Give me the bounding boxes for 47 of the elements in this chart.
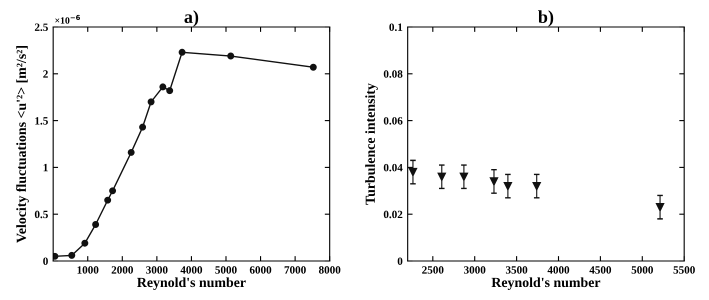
point (109, 187, 116, 194)
y-axis-title: Velocity fluctuations <u'²> [m²/s²] (16, 46, 29, 243)
x-tick-label: 3000 (464, 266, 486, 274)
point (68, 252, 76, 259)
point (139, 124, 146, 131)
x-tick-label: 8000 (318, 266, 340, 274)
x-tick-label: 5500 (674, 266, 695, 274)
y-tick-label: 0.08 (384, 70, 402, 78)
x-tick-label: 5000 (632, 266, 653, 274)
y-tick-label: 1.5 (35, 117, 48, 125)
x-tick-label: 1000 (78, 266, 98, 274)
y-tick-label: 0.04 (384, 164, 403, 172)
point (227, 52, 234, 60)
text: ×10$^{−6}$ (55, 14, 80, 24)
y-tick-label: 2 (43, 70, 48, 78)
point (166, 87, 174, 94)
y-tick-label: 0.1 (389, 23, 402, 32)
x-tick-label: 5000 (215, 266, 237, 274)
x-tick-label: 4500 (589, 266, 612, 274)
point (178, 48, 186, 56)
x-tick-label: 3500 (506, 266, 528, 274)
point (92, 221, 100, 228)
x-tick-label: 3000 (146, 266, 168, 274)
x-tick-label: 7000 (284, 266, 306, 274)
x-tick-label: 6000 (250, 266, 272, 274)
chart-title: b) (538, 10, 554, 27)
point (104, 196, 112, 204)
y-tick-label: 0.02 (384, 210, 402, 218)
point (81, 240, 88, 247)
y-tick-label: 0.06 (384, 117, 402, 125)
y-tick-label: 0 (398, 257, 402, 265)
x-tick-label: 4000 (548, 266, 570, 274)
x-tick-label: 4000 (180, 266, 202, 274)
x-axis-title: Reynold's number (492, 277, 600, 290)
point (148, 98, 155, 106)
point (128, 148, 135, 156)
x-tick-label: 2500 (422, 266, 444, 274)
y-axis-title: Turbulence intensity (365, 83, 378, 205)
y-tick-label: 0 (43, 257, 48, 265)
y-tick-label: 0.5 (34, 210, 48, 218)
x-axis-title: Reynold's number (137, 277, 246, 290)
point (159, 83, 166, 90)
point (310, 64, 317, 71)
x-tick-label: 2000 (112, 266, 133, 274)
chart-title: a) (184, 10, 198, 27)
y-tick-label: 2.5 (34, 23, 48, 32)
y-tick-label: 1 (44, 164, 48, 172)
